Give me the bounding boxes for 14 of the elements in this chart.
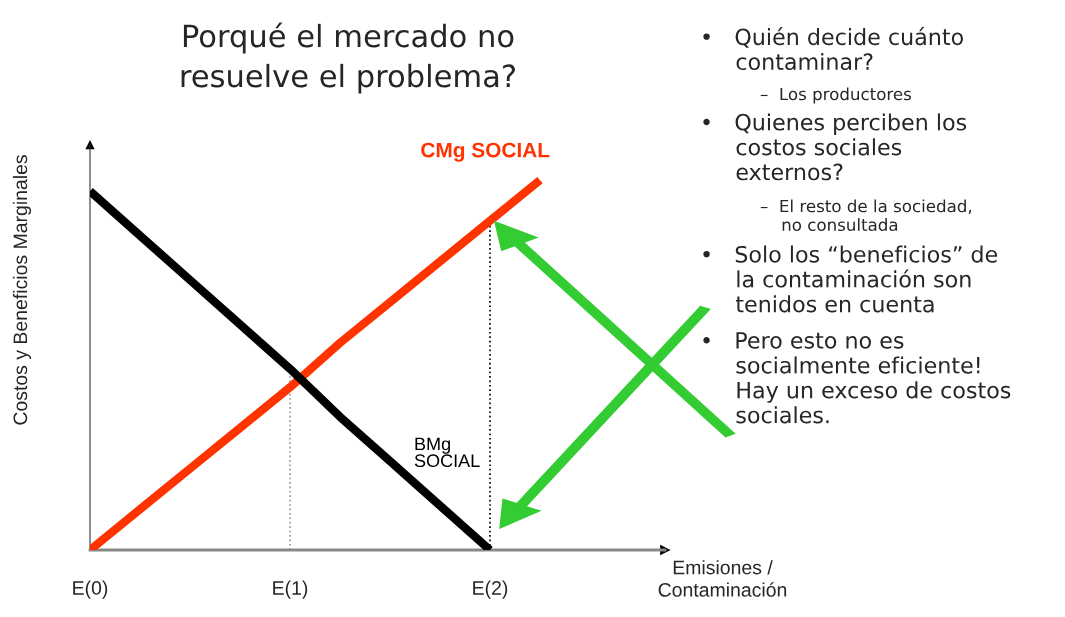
text: – El resto de la sociedad, no consultada	[760, 199, 972, 232]
text: • Solo los “beneficios” de la contaminación son tenidos en cuenta	[703, 245, 998, 313]
x-tick-label: E(1)	[273, 580, 308, 599]
text: • Quienes perciben los costos sociales externos?	[703, 113, 967, 181]
x-tick-label: E(2)	[473, 580, 508, 599]
series-label: CMg SOCIAL	[421, 142, 550, 162]
text: – Los productores	[760, 87, 911, 104]
x-axis-title: Emisiones / Contaminación	[658, 560, 787, 597]
text: • Pero esto no es socialmente eficiente! Hay un exceso de costos sociales.	[703, 332, 1011, 424]
chart-title: Porqué el mercado no resuelve el problema?	[181, 22, 515, 94]
series-label: BMg SOCIAL	[414, 437, 480, 468]
x-tick-label: E(0)	[73, 580, 108, 599]
y-axis-title: Costos y Beneficios Marginales	[12, 155, 32, 425]
text: • Quién decide cuánto contaminar?	[703, 27, 963, 71]
